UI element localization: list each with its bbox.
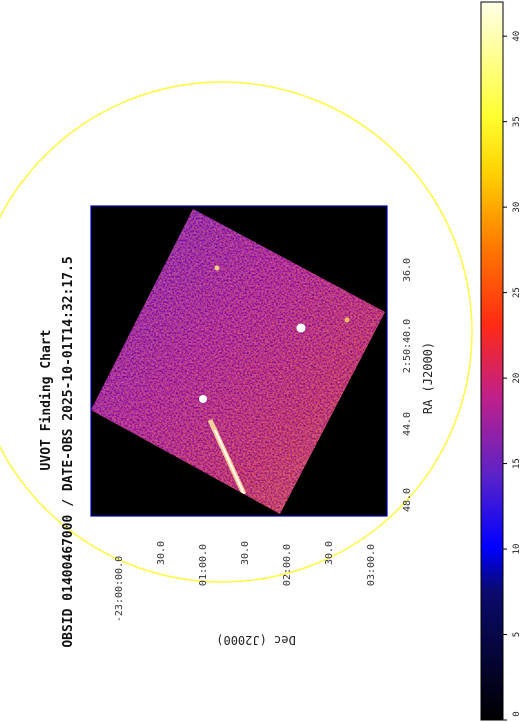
ra-tick-label: 44.0 [402,412,413,436]
x-axis-label: RA (J2000) [421,342,435,414]
source-star [199,395,207,403]
dec-tick-label: 02:00.0 [282,544,293,586]
source-star [344,317,350,323]
dec-tick-label: 30.0 [324,541,335,565]
ra-tick-label: 36.0 [402,258,413,282]
dec-tick-label: 01:00.0 [198,544,209,586]
colorbar-tick-label: 10 [512,544,522,555]
colorbar-tick-label: 40 [512,31,522,42]
colorbar-tick-label: 20 [512,373,522,384]
colorbar-tick-label: 25 [512,287,522,298]
dec-tick-label: -23:00:00.0 [114,556,125,622]
colorbar [480,1,504,721]
dec-tick-label: 03:00.0 [366,544,377,586]
chart-title: UVOT Finding Chart [39,330,54,471]
ra-tick-labels: 48.0 44.0 2:50:40.0 36.0 [402,258,413,512]
fov-circle [0,81,473,583]
source-star [214,265,220,271]
dec-tick-label: 30.0 [156,541,167,565]
chart-subtitle: OBSID 01400467000 / DATE-OBS 2025-10-01T… [61,256,76,647]
y-axis-label: Dec (J2000) [216,633,295,647]
colorbar-tick-label: 5 [512,632,522,637]
colorbar-tick-label: 0 [512,711,522,716]
dec-tick-labels: -23:00:00.0 30.0 01:00.0 30.0 02:00.0 30… [114,541,377,622]
colorbar-tick-label: 15 [512,458,522,469]
dec-tick-label: 30.0 [240,541,251,565]
image-frame [90,205,388,517]
ra-tick-label: 2:50:40.0 [402,319,413,373]
source-star [296,323,306,333]
colorbar-tick-label: 30 [512,202,522,213]
colorbar-ticks: 0 5 10 15 20 25 30 35 40 [503,31,522,721]
ra-tick-label: 48.0 [402,488,413,512]
colorbar-tick-label: 35 [512,116,522,127]
